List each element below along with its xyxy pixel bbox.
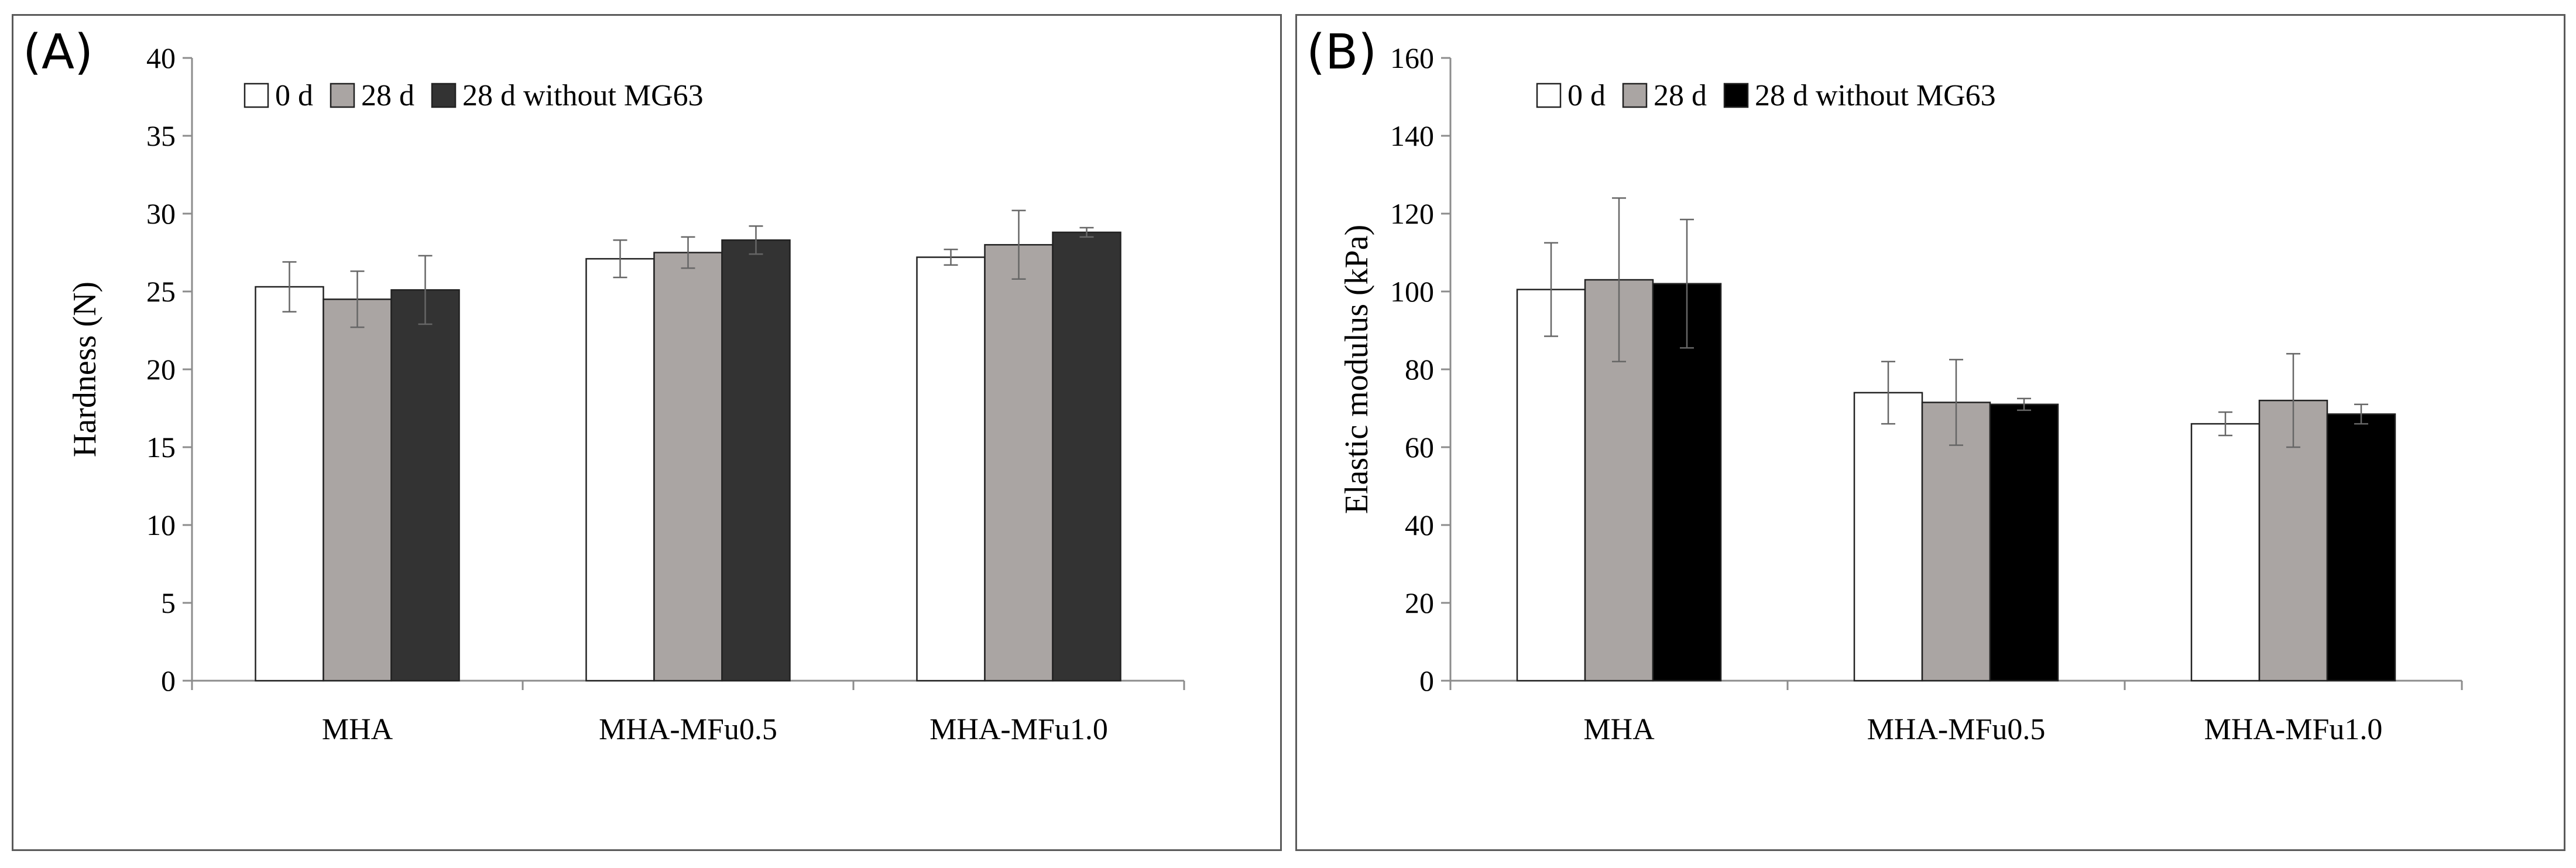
bar-mha-mfu1-0-28-d-without-mg63 [1052,231,1121,682]
y-tick-label: 80 [1405,353,1434,386]
bar-mha-mfu0-5-0-d [585,258,655,682]
legend-label-0-d: 0 d [275,79,313,112]
panel-a-hardness: (A) 0 5 10 15 20 25 30 35 40 Hardness (N) MHA MHA-M… [12,14,1282,851]
y-axis-title: Hardness (N) [67,282,103,457]
y-tick-label: 20 [1405,586,1434,619]
bar-mha-28-d-without-mg63 [1652,283,1722,682]
y-tick-label: 120 [1390,197,1434,230]
x-tick-label: MHA-MFu0.5 [1867,713,2046,746]
y-tick-label: 35 [146,119,176,152]
bar-mha-mfu0-5-28-d-without-mg63 [721,239,791,682]
bar-mha-mfu0-5-28-d [653,252,723,682]
panel-label-b: (B) [1306,25,1377,80]
y-tick-label: 140 [1390,119,1434,152]
y-tick-label: 15 [146,431,176,464]
y-tick-label: 0 [161,664,176,697]
legend-swatch-28-d [330,83,355,108]
x-tick-label: MHA [1583,713,1655,746]
x-tick-label: MHA [322,713,393,746]
legend-swatch-0-d [1536,83,1562,108]
bar-mha-mfu0-5-28-d-without-mg63 [1989,403,2059,682]
legend-label-28-d-without-mg63: 28 d without MG63 [462,79,704,112]
bar-mha-0-d [1516,289,1586,682]
bar-mha-28-d [323,299,392,682]
y-tick-label: 40 [146,42,176,74]
y-tick-label: 100 [1390,275,1434,308]
x-tick-label: MHA-MFu0.5 [599,713,777,746]
bar-mha-mfu1-0-28-d-without-mg63 [2326,413,2396,682]
elastic-modulus-bar-chart: 0 20 40 60 80 100 120 140 160 Elastic modulus (kP… [1339,42,2463,746]
y-tick-label: 60 [1405,431,1434,464]
y-tick-label: 5 [161,586,176,619]
legend-label-28-d: 28 d [361,79,414,112]
y-tick-label: 160 [1390,42,1434,74]
legend-label-0-d: 0 d [1567,79,1606,112]
bar-mha-mfu1-0-28-d [984,243,1054,682]
bar-mha-28-d-without-mg63 [390,289,460,682]
legend-swatch-28-d-without-mg63 [431,83,457,108]
y-axis-title: Elastic modulus (kPa) [1339,225,1375,514]
y-tick-label: 20 [146,353,176,386]
y-tick-label: 0 [1419,664,1434,697]
legend-swatch-28-d-without-mg63 [1723,83,1749,108]
x-tick-label: MHA-MFu1.0 [929,713,1108,746]
bar-mha-mfu1-0-0-d [2190,423,2261,682]
legend-swatch-28-d [1622,83,1648,108]
legend-label-28-d-without-mg63: 28 d without MG63 [1755,79,1996,112]
y-tick-label: 10 [146,509,176,541]
y-tick-label: 30 [146,197,176,230]
y-tick-label: 25 [146,275,176,308]
legend-label-28-d: 28 d [1654,79,1707,112]
panel-b-elastic-modulus: (B) 0 20 40 60 80 100 120 140 160 Elastic modulus… [1295,14,2565,851]
hardness-bar-chart: 0 5 10 15 20 25 30 35 40 Hardness (N) MHA MHA-MFu0.… [67,42,1185,746]
panel-label-a: (A) [23,25,94,80]
legend-swatch-0-d [243,83,269,108]
x-tick-label: MHA-MFu1.0 [2204,713,2383,746]
bar-mha-mfu0-5-0-d [1853,392,1923,682]
bar-mha-mfu1-0-0-d [916,256,986,682]
bar-mha-0-d [255,286,324,682]
y-tick-label: 40 [1405,509,1434,541]
